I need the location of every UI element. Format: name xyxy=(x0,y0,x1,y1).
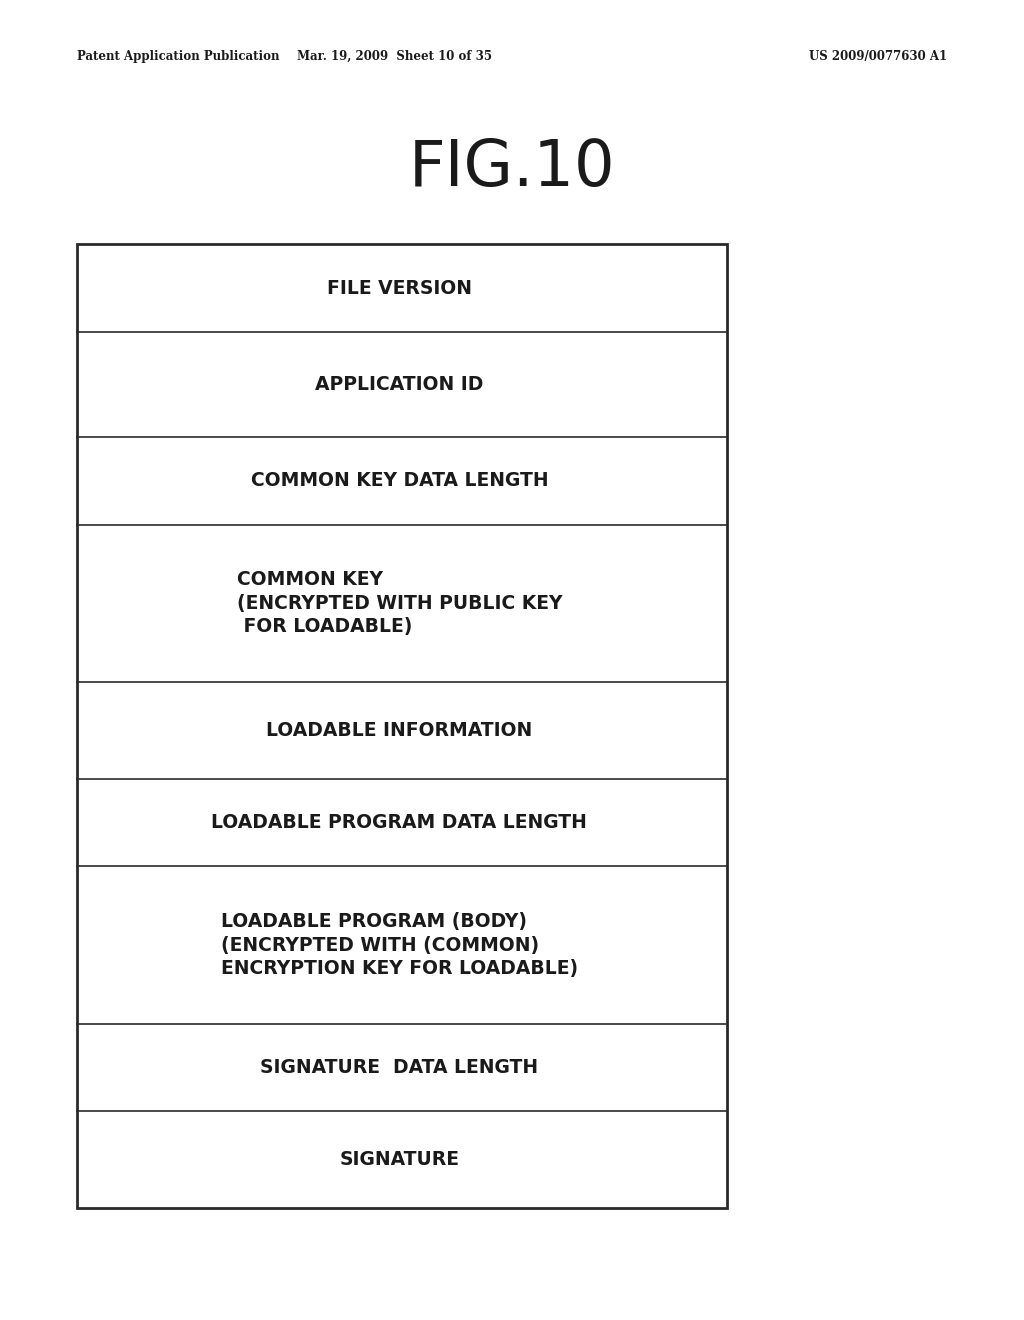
Text: LOADABLE INFORMATION: LOADABLE INFORMATION xyxy=(266,721,532,741)
Text: FIG.10: FIG.10 xyxy=(409,137,615,198)
Text: US 2009/0077630 A1: US 2009/0077630 A1 xyxy=(809,50,947,63)
Text: LOADABLE PROGRAM (BODY)
(ENCRYPTED WITH (COMMON)
ENCRYPTION KEY FOR LOADABLE): LOADABLE PROGRAM (BODY) (ENCRYPTED WITH … xyxy=(221,912,578,978)
Text: APPLICATION ID: APPLICATION ID xyxy=(315,375,483,393)
Text: Patent Application Publication: Patent Application Publication xyxy=(77,50,280,63)
Text: SIGNATURE: SIGNATURE xyxy=(339,1150,460,1170)
Text: SIGNATURE  DATA LENGTH: SIGNATURE DATA LENGTH xyxy=(260,1059,539,1077)
Text: Mar. 19, 2009  Sheet 10 of 35: Mar. 19, 2009 Sheet 10 of 35 xyxy=(297,50,492,63)
Text: LOADABLE PROGRAM DATA LENGTH: LOADABLE PROGRAM DATA LENGTH xyxy=(211,813,588,832)
Text: COMMON KEY DATA LENGTH: COMMON KEY DATA LENGTH xyxy=(251,471,548,490)
Text: FILE VERSION: FILE VERSION xyxy=(327,279,472,297)
Bar xyxy=(77,244,727,1208)
Text: COMMON KEY
(ENCRYPTED WITH PUBLIC KEY
 FOR LOADABLE): COMMON KEY (ENCRYPTED WITH PUBLIC KEY FO… xyxy=(237,570,562,636)
